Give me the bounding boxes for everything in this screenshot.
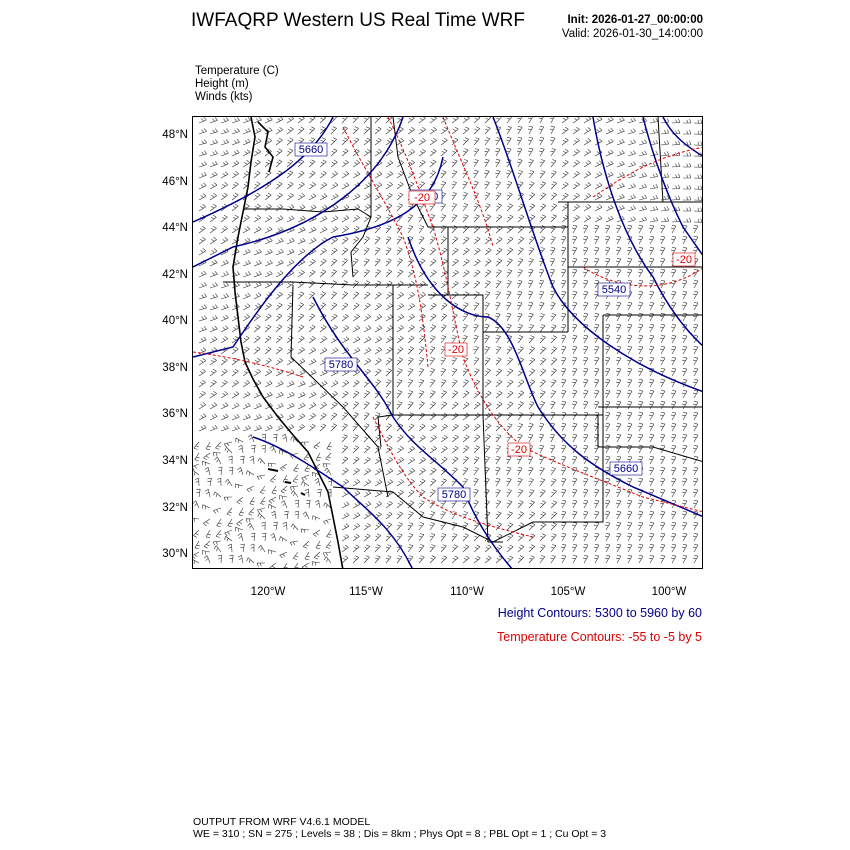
height-label-4: 5780 <box>437 487 471 502</box>
wind-barbs <box>193 117 702 568</box>
variable-height-label: Height (m) <box>195 78 249 90</box>
lon-label-100: 100°W <box>651 586 687 598</box>
height-label-0: 5660 <box>294 142 328 157</box>
temp-label-1-text: -20 <box>448 344 464 356</box>
lat-label-32: 32°N <box>162 502 188 514</box>
weather-map: 5660 5660 5540 5780 5780 5660 <box>193 117 702 568</box>
height-label-3-text: 5780 <box>329 359 353 371</box>
lat-label-42: 42°N <box>162 269 188 281</box>
temp-contour-d <box>193 351 304 378</box>
height-contours <box>193 117 702 568</box>
lat-label-40: 40°N <box>162 315 188 327</box>
height-label-5: 5660 <box>609 461 643 476</box>
model-config-line: WE = 310 ; SN = 275 ; Levels = 38 ; Dis … <box>193 828 607 840</box>
temp-label-2: -20 <box>507 442 531 457</box>
temp-label-0: -20 <box>408 190 436 205</box>
border-ca-nv <box>290 284 389 498</box>
height-contour-5540 <box>193 117 334 223</box>
valid-time: Valid: 2026-01-30_14:00:00 <box>561 28 703 40</box>
wind-barb-field <box>193 117 702 568</box>
temp-label-1: -20 <box>444 342 468 357</box>
height-contour-5480-east <box>592 117 702 347</box>
height-label-0-text: 5660 <box>299 144 323 156</box>
lat-label-46: 46°N <box>162 176 188 188</box>
height-contour-5360-east <box>662 117 702 157</box>
border-nv-az <box>377 414 394 448</box>
init-time: Init: 2026-01-27_00:00:00 <box>567 14 703 26</box>
height-contour-5720 <box>407 236 702 517</box>
height-contour-5780 <box>312 296 513 568</box>
border-ut-wy <box>428 294 484 332</box>
lon-label-115: 115°W <box>349 586 383 598</box>
border-nm-tx <box>533 415 604 523</box>
height-label-2: 5540 <box>597 282 631 297</box>
temp-label-3: -20 <box>672 252 696 267</box>
lat-label-30: 30°N <box>162 548 188 560</box>
temp-label-2-text: -20 <box>511 444 527 456</box>
temp-label-0-text: -20 <box>414 192 430 204</box>
contour-labels: 5660 5660 5540 5780 5780 5660 <box>294 142 696 502</box>
temp-contour-b <box>342 126 429 368</box>
variable-winds-label: Winds (kts) <box>195 91 253 103</box>
lon-label-110: 110°W <box>450 586 484 598</box>
temp-contour-f <box>592 146 702 198</box>
border-ok-tx <box>597 415 702 462</box>
border-or-ca-nv <box>223 281 428 286</box>
height-contour-5600 <box>193 117 404 268</box>
temperature-contour-legend: Temperature Contours: -55 to -5 by 5 <box>497 630 702 644</box>
height-contour-5540-east <box>492 117 702 393</box>
temp-contour-e <box>582 266 702 287</box>
variable-temperature-label: Temperature (C) <box>195 65 279 77</box>
height-contour-5840 <box>252 436 413 568</box>
lat-label-38: 38°N <box>162 362 188 374</box>
border-us-mexico <box>332 486 534 543</box>
height-label-4-text: 5780 <box>442 489 466 501</box>
lat-label-48: 48°N <box>162 129 188 141</box>
lat-label-34: 34°N <box>162 455 188 467</box>
height-contour-5660 <box>193 156 444 358</box>
map-panel: 5660 5660 5540 5780 5780 5660 <box>192 116 703 569</box>
height-label-3: 5780 <box>324 357 358 372</box>
map-title: IWFAQRP Western US Real Time WRF <box>191 10 525 31</box>
lat-label-44: 44°N <box>162 222 188 234</box>
model-info-line: OUTPUT FROM WRF V4.6.1 MODEL <box>193 816 371 828</box>
channel-islands <box>267 468 306 496</box>
lon-label-105: 105°W <box>550 586 586 598</box>
border-wa-id <box>350 117 372 278</box>
lat-label-36: 36°N <box>162 408 188 420</box>
border-az-nm <box>482 414 503 543</box>
temp-contour-c <box>442 117 494 248</box>
lon-label-120: 120°W <box>250 586 286 598</box>
border-wa-or <box>243 208 372 218</box>
height-contour-legend: Height Contours: 5300 to 5960 by 60 <box>497 606 702 620</box>
temp-contour-g <box>372 416 534 538</box>
height-contour-5420-east <box>642 117 702 256</box>
height-label-5-text: 5660 <box>614 463 638 475</box>
height-label-2-text: 5540 <box>602 284 626 296</box>
puget-sound <box>257 121 274 173</box>
temp-label-3-text: -20 <box>676 254 692 266</box>
